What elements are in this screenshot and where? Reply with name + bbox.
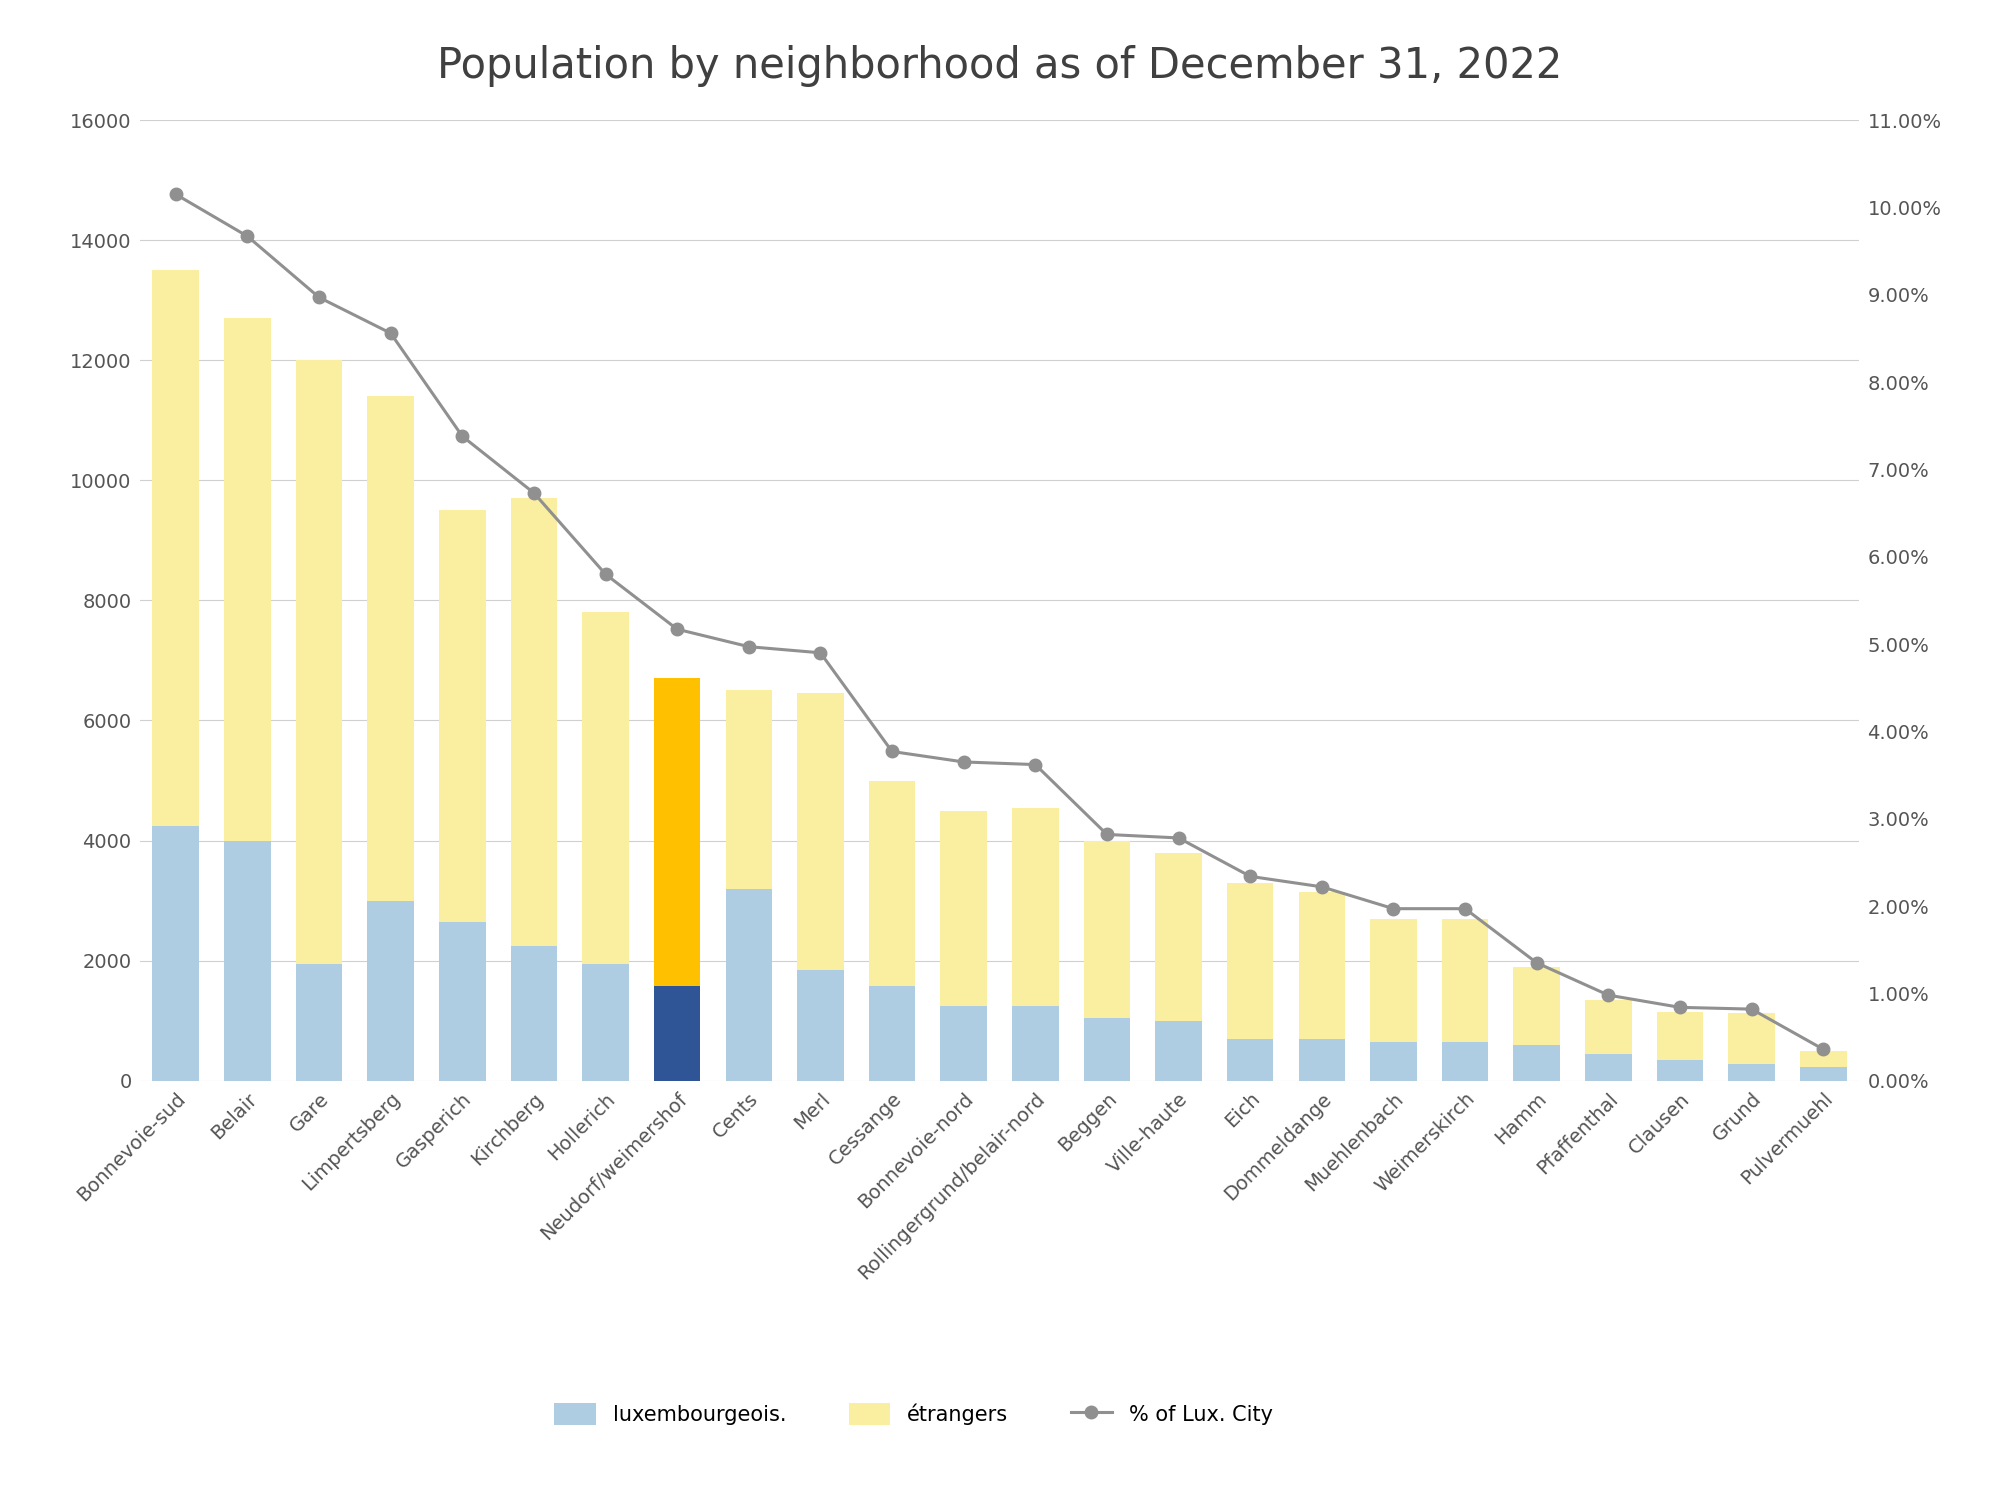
Bar — [797, 970, 843, 1081]
Bar — [725, 889, 771, 1081]
Bar — [1512, 967, 1558, 1045]
Bar — [1728, 1013, 1774, 1064]
Bar — [581, 964, 629, 1081]
Bar — [1011, 1006, 1059, 1081]
Bar — [368, 396, 414, 901]
Bar — [939, 811, 987, 1006]
Bar — [224, 318, 270, 841]
Bar — [1369, 1042, 1417, 1081]
Bar — [1083, 1018, 1129, 1081]
Bar — [581, 612, 629, 964]
Bar — [1083, 841, 1129, 1018]
Bar — [1155, 853, 1201, 1021]
Bar — [509, 946, 557, 1081]
Bar — [1656, 1012, 1702, 1060]
Bar — [1155, 1021, 1201, 1081]
Bar — [1798, 1067, 1846, 1081]
Bar — [440, 510, 486, 922]
Bar — [152, 270, 200, 826]
Bar — [1584, 1000, 1630, 1054]
Bar — [440, 922, 486, 1081]
Bar — [869, 781, 915, 986]
Bar — [224, 841, 270, 1081]
Bar — [1441, 1042, 1489, 1081]
Bar — [939, 1006, 987, 1081]
Bar — [1512, 1045, 1558, 1081]
Bar — [1656, 1060, 1702, 1081]
Bar — [509, 498, 557, 946]
Bar — [1227, 883, 1273, 1039]
Bar — [368, 901, 414, 1081]
Bar — [725, 690, 771, 889]
Bar — [296, 360, 342, 964]
Bar — [1299, 1039, 1345, 1081]
Bar — [653, 678, 699, 986]
Bar — [1441, 919, 1489, 1042]
Bar — [296, 964, 342, 1081]
Bar — [1369, 919, 1417, 1042]
Legend: luxembourgeois., étrangers, % of Lux. City: luxembourgeois., étrangers, % of Lux. Ci… — [543, 1393, 1283, 1435]
Bar — [1299, 892, 1345, 1039]
Bar — [1798, 1051, 1846, 1067]
Bar — [869, 986, 915, 1081]
Bar — [1728, 1064, 1774, 1081]
Bar — [1011, 808, 1059, 1006]
Bar — [653, 986, 699, 1081]
Bar — [152, 826, 200, 1081]
Bar — [1584, 1054, 1630, 1081]
Bar — [797, 693, 843, 970]
Title: Population by neighborhood as of December 31, 2022: Population by neighborhood as of Decembe… — [438, 45, 1560, 87]
Bar — [1227, 1039, 1273, 1081]
